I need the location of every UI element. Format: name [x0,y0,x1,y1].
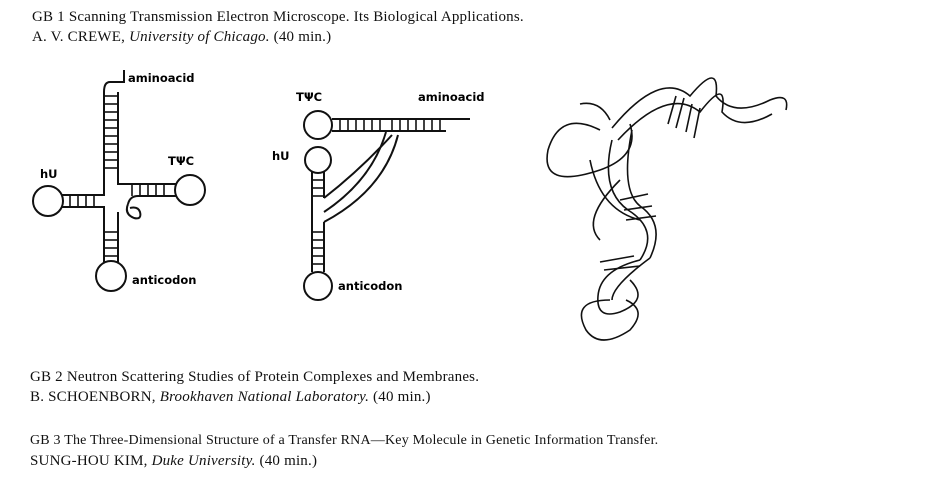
cloverleaf-aminoacid-label: aminoacid [128,71,195,85]
cloverleaf-diagram: aminoacid hU TΨC anticodon [32,70,206,292]
trna-3d-ribbon [546,77,788,341]
entry-gb2-title: GB 2 Neutron Scattering Studies of Prote… [30,369,480,385]
affiliation: Brookhaven National Laboratory. [159,389,370,405]
entry-gb1-title: GB 1 Scanning Transmission Electron Micr… [32,9,524,25]
duration: (40 min.) [373,389,431,405]
entry-gb1-byline: A. V. CREWE, University of Chicago. (40 … [32,29,331,46]
trna-figure: aminoacid hU TΨC anticodon [32,70,788,341]
entry-gb3-byline: SUNG-HOU KIM, Duke University. (40 min.) [30,453,317,470]
entry-gb3-title: GB 3 The Three-Dimensional Structure of … [30,433,659,448]
author-name: A. V. CREWE, [32,29,126,45]
duration: (40 min.) [259,453,318,469]
lshape-aminoacid-label: aminoacid [418,90,485,104]
l-shape-diagram: TΨC aminoacid hU anticodon [272,90,485,301]
affiliation: Duke University. [151,453,256,469]
cloverleaf-anticodon-label: anticodon [132,273,196,287]
author-name: SUNG-HOU KIM, [30,453,148,469]
entry-gb2-byline: B. SCHOENBORN, Brookhaven National Labor… [30,389,431,406]
lshape-hu-label: hU [272,149,290,163]
cloverleaf-tpc-label: TΨC [168,154,194,168]
lshape-tpc-label: TΨC [296,90,322,104]
affiliation: University of Chicago. [129,29,270,45]
author-name: B. SCHOENBORN, [30,389,156,405]
lshape-anticodon-label: anticodon [338,279,402,293]
duration: (40 min.) [273,29,332,45]
cloverleaf-hu-label: hU [40,167,58,181]
